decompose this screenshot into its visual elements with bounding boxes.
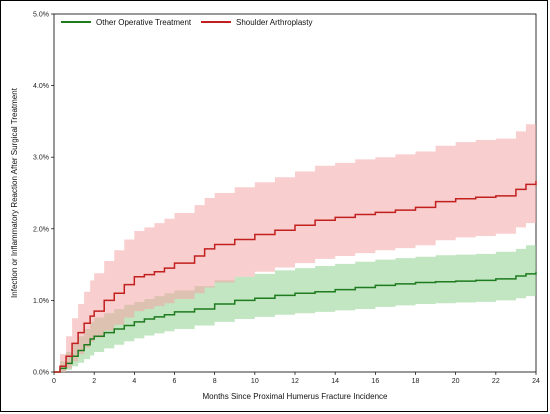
x-tick-label: 4 bbox=[132, 378, 136, 385]
x-tick-label: 24 bbox=[532, 378, 540, 385]
x-tick-label: 22 bbox=[492, 378, 500, 385]
series-line-shoulder-arthroplasty bbox=[54, 180, 537, 373]
series-line-other-operative bbox=[54, 271, 537, 373]
x-tick-label: 2 bbox=[92, 378, 96, 385]
x-tick-label: 14 bbox=[331, 378, 339, 385]
legend: Other Operative Treatment Shoulder Arthr… bbox=[61, 18, 313, 27]
x-tick-label: 6 bbox=[173, 378, 177, 385]
y-tick-label: 3.0% bbox=[33, 155, 49, 162]
confidence-band-other-operative bbox=[54, 241, 536, 372]
series-lines bbox=[54, 180, 537, 373]
x-tick-label: 12 bbox=[291, 378, 299, 385]
legend-label-shoulder-arthroplasty: Shoulder Arthroplasty bbox=[236, 18, 313, 27]
y-axis-title: Infection or Inflammatory Reaction After… bbox=[10, 87, 19, 298]
x-tick-label: 20 bbox=[452, 378, 460, 385]
x-tick-label: 0 bbox=[52, 378, 56, 385]
x-axis-ticks: 0 2 4 6 8 10 12 14 16 18 20 22 24 bbox=[52, 372, 540, 385]
x-tick-label: 10 bbox=[251, 378, 259, 385]
y-tick-label: 0.0% bbox=[33, 370, 49, 377]
x-tick-label: 18 bbox=[412, 378, 420, 385]
x-tick-label: 16 bbox=[371, 378, 379, 385]
y-tick-label: 5.0% bbox=[33, 12, 49, 19]
legend-label-other-operative: Other Operative Treatment bbox=[96, 18, 192, 27]
confidence-bands bbox=[54, 117, 536, 372]
y-tick-label: 1.0% bbox=[33, 298, 49, 305]
y-tick-label: 2.0% bbox=[33, 226, 49, 233]
y-tick-label: 4.0% bbox=[33, 83, 49, 90]
confidence-band-shoulder-arthroplasty bbox=[54, 117, 536, 372]
x-axis-title: Months Since Proximal Humerus Fracture I… bbox=[203, 392, 389, 401]
x-tick-label: 8 bbox=[213, 378, 217, 385]
y-axis-ticks: 0.0% 1.0% 2.0% 3.0% 4.0% 5.0% bbox=[33, 12, 54, 377]
